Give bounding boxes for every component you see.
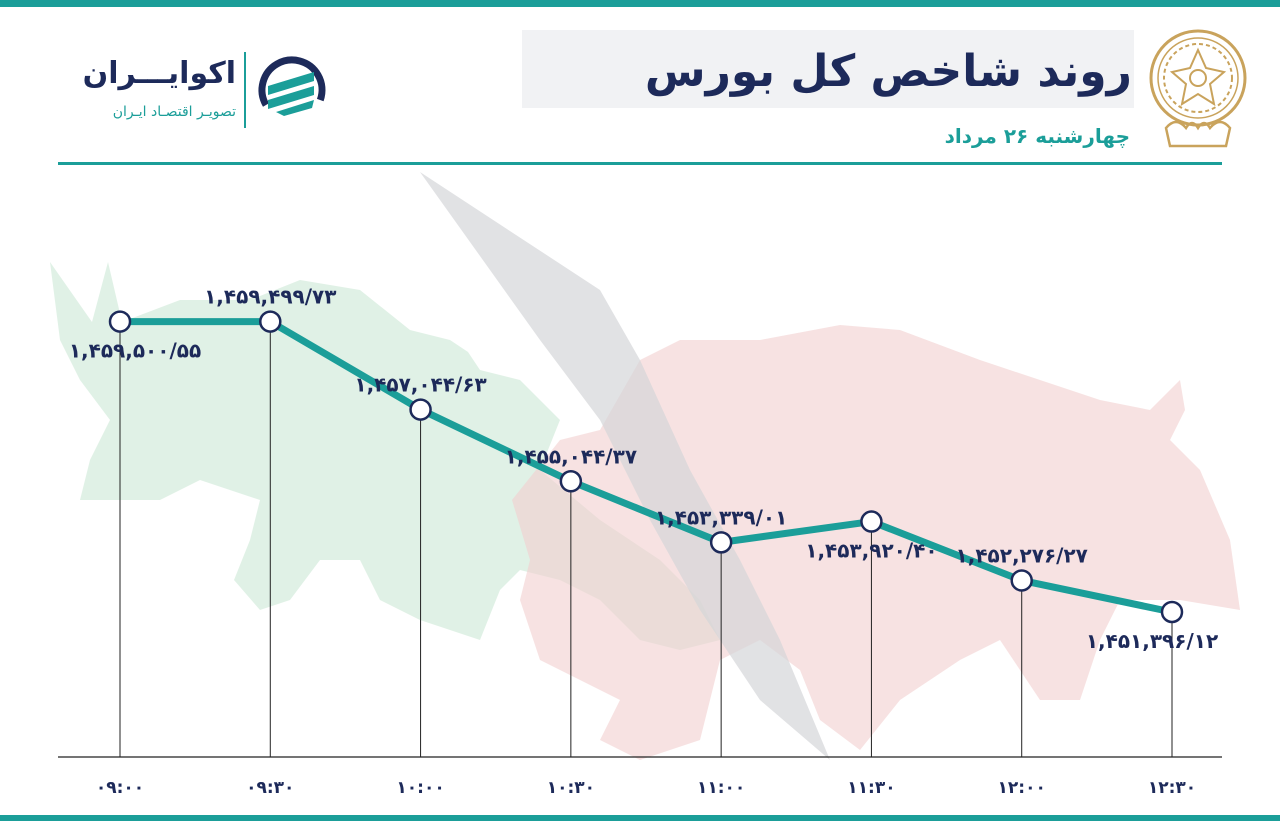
x-tick-label: ۱۰:۳۰ [547,778,595,798]
data-point [1160,600,1184,624]
header-divider [58,162,1222,165]
x-tick-label: ۱۰:۰۰ [396,778,444,798]
brand-tagline: تصویـر اقتصـاد ایـران [112,104,236,120]
brand-divider [244,52,246,128]
data-point [409,398,432,421]
page-title: روند شاخص کل بورس [644,46,1132,97]
x-tick-label: ۱۱:۰۰ [697,778,745,798]
bottom-frame-bar [0,815,1280,821]
data-point [259,310,282,333]
data-label: ۱,۴۵۹,۵۰۰/۵۵ [69,339,201,363]
title-background [522,30,1134,108]
data-label: ۱,۴۵۹,۴۹۹/۷۳ [204,285,336,309]
x-tick-label: ۰۹:۳۰ [246,778,294,798]
data-point [860,510,883,533]
data-point [108,310,132,333]
data-label: ۱,۴۵۲,۲۷۶/۲۷ [956,543,1088,567]
brand-name: اکوایـــران [82,56,236,91]
x-tick-label: ۱۲:۰۰ [998,778,1046,798]
x-tick-label: ۱۱:۳۰ [847,778,895,798]
ecoiran-logo-icon [258,56,326,124]
arrow-silhouette [420,172,830,760]
x-tick-label: ۱۲:۳۰ [1148,778,1196,798]
data-label: ۱,۴۵۵,۰۴۴/۳۷ [505,444,637,468]
data-label: ۱,۴۵۳,۳۳۹/۰۱ [655,505,787,529]
bear-silhouette [512,325,1240,760]
data-label: ۱,۴۵۳,۹۲۰/۴۰ [805,539,937,563]
data-point [1010,569,1033,592]
data-label: ۱,۴۵۷,۰۴۴/۶۳ [354,373,486,397]
top-frame-bar [0,0,1280,7]
data-point [559,470,583,493]
date-subtitle: چهارشنبه ۲۶ مرداد [944,124,1130,148]
x-tick-label: ۰۹:۰۰ [96,778,144,798]
data-label: ۱,۴۵۱,۳۹۶/۱۲ [1086,629,1218,653]
tehran-stock-exchange-emblem-icon [1149,29,1247,148]
series-line [116,318,1176,616]
data-point [709,531,733,554]
